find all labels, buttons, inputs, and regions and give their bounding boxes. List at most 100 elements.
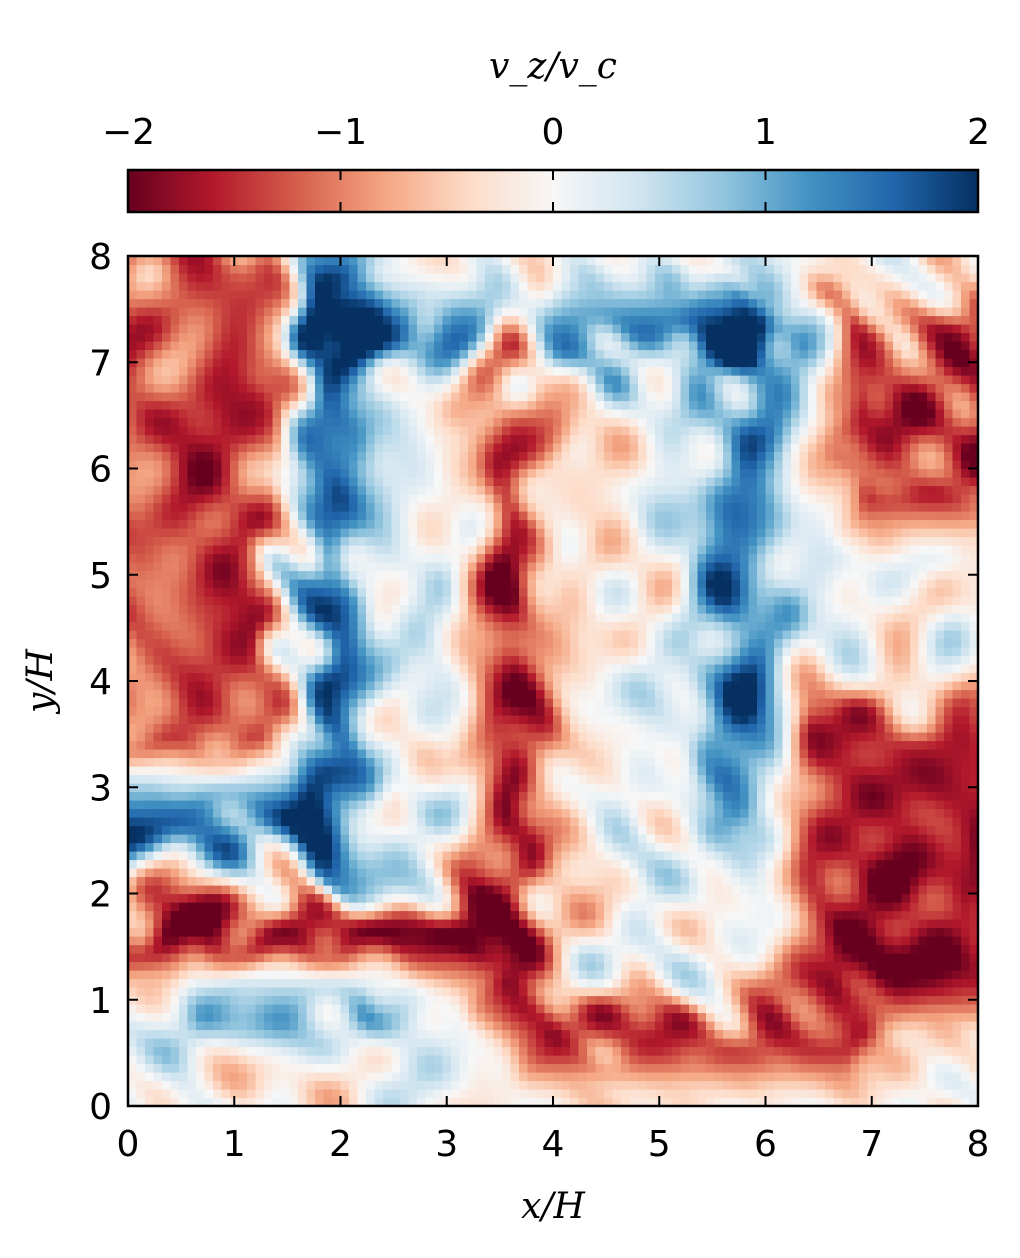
heatmap-cell: [638, 970, 648, 980]
heatmap-cell: [391, 842, 401, 852]
heatmap-cell: [901, 808, 911, 818]
heatmap-cell: [264, 783, 274, 793]
heatmap-cell: [944, 953, 954, 963]
heatmap-cell: [221, 1055, 231, 1065]
heatmap-cell: [799, 995, 809, 1005]
heatmap-cell: [689, 749, 699, 759]
heatmap-cell: [502, 732, 512, 742]
heatmap-cell: [204, 995, 214, 1005]
heatmap-cell: [612, 953, 622, 963]
heatmap-cell: [315, 698, 325, 708]
heatmap-cell: [663, 817, 673, 827]
heatmap-cell: [332, 1012, 342, 1022]
heatmap-cell: [485, 1046, 495, 1056]
heatmap-cell: [842, 1072, 852, 1082]
heatmap-cell: [944, 774, 954, 784]
heatmap-cell: [298, 868, 308, 878]
heatmap-cell: [595, 706, 605, 716]
heatmap-cell: [408, 868, 418, 878]
heatmap-cell: [646, 893, 656, 903]
heatmap-cell: [349, 842, 359, 852]
heatmap-cell: [612, 774, 622, 784]
heatmap-cell: [162, 1046, 172, 1056]
heatmap-cell: [366, 944, 376, 954]
heatmap-cell: [289, 1055, 299, 1065]
heatmap-cell: [238, 732, 248, 742]
heatmap-cell: [502, 893, 512, 903]
heatmap-cell: [238, 953, 248, 963]
heatmap-cell: [357, 987, 367, 997]
heatmap-cell: [264, 868, 274, 878]
heatmap-cell: [357, 689, 367, 699]
heatmap-cell: [578, 808, 588, 818]
heatmap-cell: [595, 681, 605, 691]
heatmap-cell: [587, 953, 597, 963]
heatmap-cell: [485, 706, 495, 716]
heatmap-cell: [833, 757, 843, 767]
heatmap-cell: [808, 834, 818, 844]
heatmap-cell: [238, 859, 248, 869]
heatmap-cell: [213, 1055, 223, 1065]
heatmap-cell: [680, 1021, 690, 1031]
heatmap-cell: [757, 927, 767, 937]
heatmap-cell: [774, 876, 784, 886]
heatmap-cell: [315, 1072, 325, 1082]
heatmap-cell: [714, 868, 724, 878]
heatmap-cell: [264, 808, 274, 818]
heatmap-cell: [714, 1021, 724, 1031]
heatmap-cell: [604, 1097, 614, 1106]
heatmap-cell: [357, 885, 367, 895]
heatmap-cell: [723, 1021, 733, 1031]
heatmap-cell: [476, 893, 486, 903]
heatmap-cell: [247, 859, 257, 869]
heatmap-cell: [145, 808, 155, 818]
heatmap-cell: [748, 1055, 758, 1065]
heatmap-cell: [706, 749, 716, 759]
heatmap-cell: [655, 698, 665, 708]
heatmap-cell: [714, 876, 724, 886]
heatmap-cell: [332, 978, 342, 988]
heatmap-cell: [570, 961, 580, 971]
heatmap-cell: [536, 808, 546, 818]
heatmap-cell: [842, 774, 852, 784]
heatmap-cell: [519, 681, 529, 691]
heatmap-cell: [417, 834, 427, 844]
heatmap-cell: [213, 774, 223, 784]
heatmap-cell: [281, 970, 291, 980]
heatmap-cell: [901, 1021, 911, 1031]
heatmap-cell: [697, 902, 707, 912]
heatmap-cell: [408, 944, 418, 954]
heatmap-cell: [340, 936, 350, 946]
heatmap-cell: [629, 944, 639, 954]
heatmap-cell: [204, 1038, 214, 1048]
heatmap-cell: [561, 698, 571, 708]
heatmap-cell: [204, 1063, 214, 1073]
heatmap-cell: [816, 1055, 826, 1065]
heatmap-cell: [612, 791, 622, 801]
heatmap-cell: [893, 715, 903, 725]
heatmap-cell: [731, 723, 741, 733]
heatmap-cell: [621, 995, 631, 1005]
heatmap-cell: [621, 1072, 631, 1082]
heatmap-cell: [238, 757, 248, 767]
heatmap-cell: [332, 817, 342, 827]
heatmap-cell: [663, 834, 673, 844]
heatmap-cell: [740, 698, 750, 708]
heatmap-cell: [969, 689, 978, 699]
heatmap-cell: [485, 936, 495, 946]
heatmap-cell: [638, 808, 648, 818]
heatmap-cell: [459, 970, 469, 980]
heatmap-cell: [723, 910, 733, 920]
heatmap-cell: [451, 1080, 461, 1090]
heatmap-cell: [570, 893, 580, 903]
heatmap-cell: [595, 689, 605, 699]
heatmap-cell: [170, 936, 180, 946]
heatmap-cell: [451, 1004, 461, 1014]
heatmap-cell: [791, 825, 801, 835]
heatmap-cell: [400, 1089, 410, 1099]
heatmap-cell: [689, 1004, 699, 1014]
heatmap-cell: [298, 902, 308, 912]
heatmap-cell: [969, 842, 978, 852]
heatmap-cell: [170, 681, 180, 691]
heatmap-cell: [434, 1089, 444, 1099]
